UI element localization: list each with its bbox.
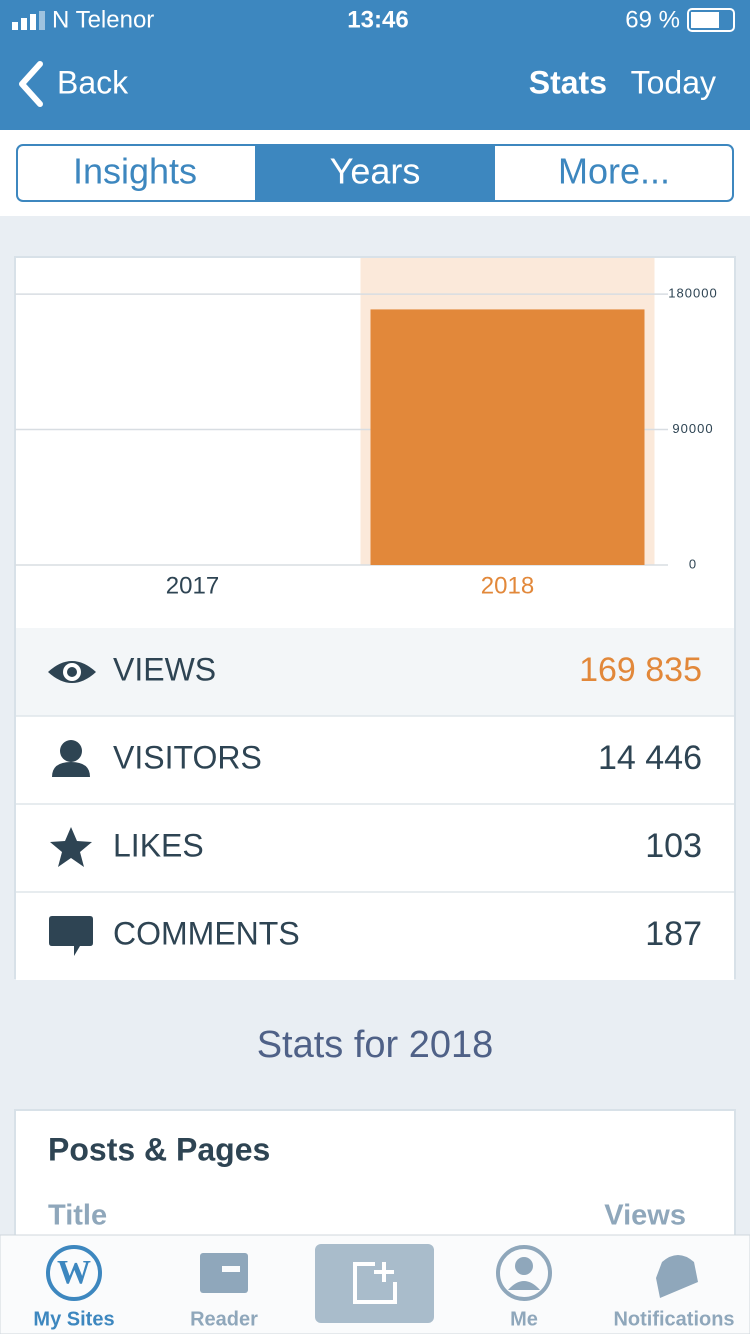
my-sites-icon[interactable]: W bbox=[46, 1245, 102, 1301]
new-post-button[interactable] bbox=[315, 1244, 434, 1323]
stat-icon bbox=[48, 661, 96, 683]
stat-row[interactable] bbox=[16, 892, 734, 980]
notifications-icon[interactable] bbox=[656, 1255, 698, 1304]
signal bbox=[12, 11, 45, 30]
back[interactable]: Back bbox=[57, 64, 129, 100]
stat-label: VIEWS bbox=[113, 651, 216, 687]
battery-level bbox=[691, 12, 719, 28]
nav-title: Stats bbox=[529, 64, 607, 100]
stat-value: 187 bbox=[645, 915, 702, 953]
stat-label: VISITORS bbox=[113, 739, 262, 775]
posts-card bbox=[14, 1109, 736, 1251]
segment-selected bbox=[255, 145, 495, 201]
stat-icon bbox=[50, 827, 92, 867]
tab-label[interactable]: Notifications bbox=[613, 1308, 734, 1330]
stat-row[interactable] bbox=[16, 628, 734, 716]
me-icon[interactable] bbox=[496, 1245, 552, 1301]
section-title: Stats for 2018 bbox=[257, 1024, 494, 1066]
tab-label[interactable]: Reader bbox=[190, 1308, 258, 1330]
new-post-icon bbox=[353, 1262, 397, 1304]
back-chevron[interactable] bbox=[19, 61, 43, 107]
stat-label: LIKES bbox=[113, 827, 204, 863]
y-tick-label: 90000 bbox=[672, 421, 713, 436]
reader-icon[interactable] bbox=[200, 1253, 248, 1293]
y-tick-label: 0 bbox=[689, 556, 697, 571]
x-tick-label: 2018 bbox=[481, 572, 534, 599]
stat-row[interactable] bbox=[16, 716, 734, 804]
bar bbox=[370, 309, 645, 565]
stat-icon bbox=[52, 740, 90, 777]
time: 13:46 bbox=[347, 6, 408, 33]
column-header: Title bbox=[48, 1200, 107, 1232]
stat-row[interactable] bbox=[16, 804, 734, 892]
tab[interactable]: Insights bbox=[73, 151, 197, 192]
battery bbox=[687, 8, 735, 32]
tab-label[interactable]: My Sites bbox=[33, 1308, 114, 1330]
stat-value: 103 bbox=[645, 827, 702, 865]
x-tick-label: 2017 bbox=[166, 572, 219, 599]
svg-text:W: W bbox=[57, 1254, 91, 1291]
tab[interactable]: More... bbox=[558, 151, 670, 192]
tab-label[interactable]: Me bbox=[510, 1308, 538, 1330]
column-header: Views bbox=[604, 1200, 686, 1232]
header bbox=[0, 0, 750, 130]
stat-value: 14 446 bbox=[598, 739, 702, 777]
stat-icon bbox=[49, 916, 93, 956]
stats-list: VIEWS 169 835 VISITORS 14 446 LIKES 103 COMMEN… bbox=[16, 628, 734, 980]
card-title: Posts & Pages bbox=[48, 1131, 270, 1167]
tab[interactable]: Years bbox=[330, 151, 421, 192]
stat-label: COMMENTS bbox=[113, 915, 300, 951]
carrier: N Telenor bbox=[52, 6, 154, 33]
chart: 0 90000 180000 2017 2018 bbox=[15, 258, 717, 599]
y-tick-label: 180000 bbox=[668, 286, 717, 301]
nav-right[interactable]: Today bbox=[631, 64, 716, 100]
battery-text: 69 % bbox=[625, 6, 680, 33]
stat-value: 169 835 bbox=[579, 651, 702, 689]
